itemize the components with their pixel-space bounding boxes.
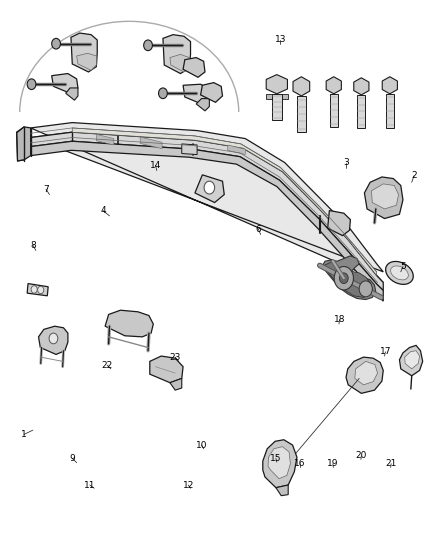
Polygon shape	[386, 94, 394, 128]
Circle shape	[49, 333, 58, 344]
Circle shape	[31, 286, 37, 293]
Polygon shape	[364, 177, 403, 219]
Text: 8: 8	[30, 241, 36, 249]
Polygon shape	[382, 77, 397, 94]
Text: 14: 14	[150, 161, 161, 169]
Polygon shape	[182, 144, 197, 155]
Text: 11: 11	[84, 481, 95, 489]
Polygon shape	[66, 88, 78, 100]
Polygon shape	[322, 256, 376, 300]
Text: 4: 4	[100, 206, 106, 215]
Polygon shape	[77, 53, 96, 70]
Polygon shape	[371, 184, 399, 209]
Polygon shape	[228, 145, 245, 155]
Polygon shape	[31, 132, 383, 290]
Polygon shape	[196, 99, 209, 111]
Polygon shape	[346, 357, 383, 393]
Text: 20: 20	[356, 451, 367, 460]
Polygon shape	[17, 127, 31, 161]
Text: 5: 5	[400, 262, 406, 271]
Circle shape	[339, 273, 348, 284]
Text: 2: 2	[411, 172, 417, 180]
Ellipse shape	[391, 266, 408, 280]
Polygon shape	[330, 94, 338, 127]
Polygon shape	[328, 211, 350, 236]
Text: 21: 21	[385, 459, 397, 468]
Circle shape	[334, 266, 353, 290]
Polygon shape	[201, 83, 223, 102]
Polygon shape	[266, 75, 287, 94]
Polygon shape	[170, 54, 189, 72]
Circle shape	[159, 88, 167, 99]
Text: 22: 22	[102, 361, 113, 369]
Polygon shape	[355, 361, 378, 385]
Polygon shape	[163, 35, 191, 74]
Polygon shape	[268, 447, 290, 479]
Text: 10: 10	[196, 441, 207, 449]
Polygon shape	[52, 74, 78, 93]
Polygon shape	[140, 137, 162, 149]
Text: 1: 1	[21, 430, 27, 439]
Polygon shape	[105, 310, 153, 337]
Text: 13: 13	[275, 36, 286, 44]
Polygon shape	[266, 94, 288, 99]
Text: 16: 16	[294, 459, 306, 468]
Polygon shape	[39, 326, 68, 354]
Polygon shape	[272, 94, 282, 120]
Polygon shape	[150, 356, 183, 383]
Polygon shape	[263, 440, 297, 488]
Polygon shape	[72, 128, 377, 276]
Polygon shape	[183, 58, 205, 77]
Polygon shape	[183, 84, 210, 104]
Circle shape	[27, 79, 36, 90]
Circle shape	[38, 286, 44, 294]
Text: 17: 17	[380, 348, 391, 356]
Polygon shape	[293, 77, 310, 96]
Text: 12: 12	[183, 481, 194, 489]
Polygon shape	[326, 77, 341, 94]
Ellipse shape	[385, 261, 413, 285]
Polygon shape	[399, 345, 423, 376]
Circle shape	[144, 40, 152, 51]
Text: 19: 19	[327, 459, 339, 468]
Polygon shape	[276, 485, 288, 496]
Polygon shape	[27, 284, 48, 296]
Circle shape	[204, 181, 215, 194]
Polygon shape	[96, 134, 114, 145]
Polygon shape	[324, 261, 372, 297]
Text: 9: 9	[69, 454, 75, 463]
Polygon shape	[195, 175, 224, 203]
Polygon shape	[170, 378, 182, 390]
Text: 3: 3	[343, 158, 349, 167]
Polygon shape	[31, 123, 383, 282]
Polygon shape	[31, 141, 383, 301]
Text: 23: 23	[170, 353, 181, 361]
Text: 6: 6	[255, 225, 261, 233]
Polygon shape	[357, 95, 365, 128]
Polygon shape	[71, 33, 97, 72]
Polygon shape	[297, 96, 306, 132]
Circle shape	[359, 281, 372, 297]
Circle shape	[52, 38, 60, 49]
Polygon shape	[405, 351, 420, 369]
Text: 18: 18	[334, 316, 345, 324]
Text: 7: 7	[43, 185, 49, 193]
Text: 15: 15	[270, 454, 282, 463]
Polygon shape	[354, 78, 369, 95]
